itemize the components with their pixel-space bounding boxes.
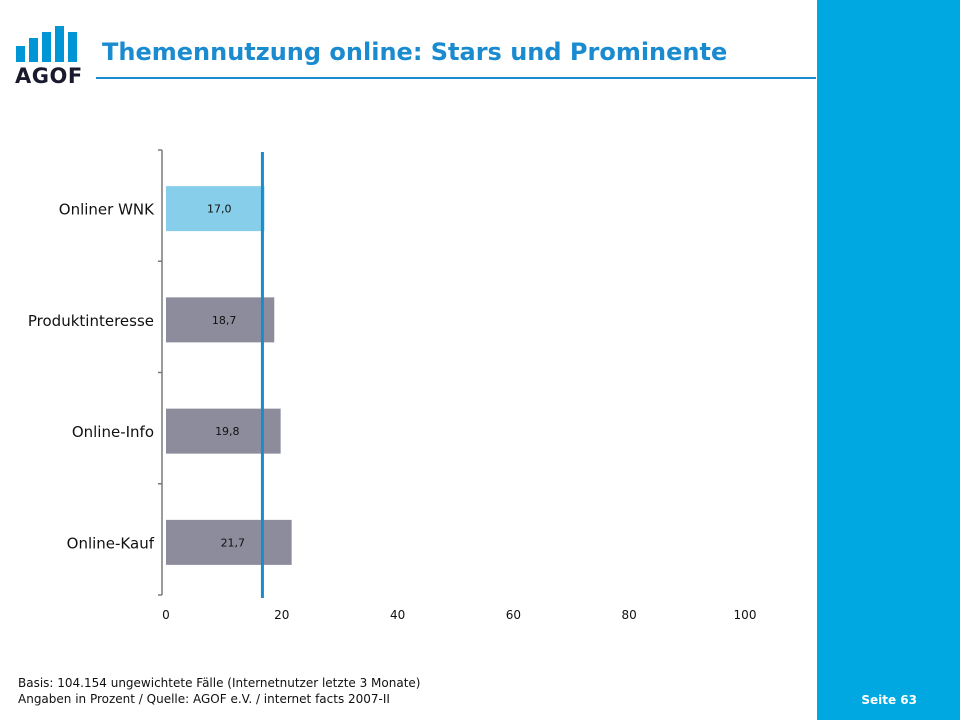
x-tick-label: 0 [162,608,170,622]
bar-2 [166,297,275,343]
bar-value-label: 17,0 [207,203,232,216]
footnote-source: Angaben in Prozent / Quelle: AGOF e.V. /… [18,692,390,706]
x-tick-label: 40 [390,608,405,622]
x-tick-label: 80 [622,608,637,622]
category-label: Online-Info [72,423,154,441]
bar-chart: 17,0 Onliner WNK 18,7 Produktinteresse 19,8 O… [28,149,757,622]
logo-bars-icon [16,24,78,62]
bar-4 [166,519,292,565]
title-divider [96,77,816,79]
category-label: Online-Kauf [67,534,155,552]
x-tick-label: 100 [734,608,757,622]
x-tick-label: 60 [506,608,521,622]
bar-value-label: 19,8 [215,425,240,438]
page-title: Themennutzung online: Stars und Prominen… [102,38,728,66]
category-label: Produktinteresse [28,312,154,330]
page-number: Seite 63 [861,693,917,707]
bar-1 [166,186,265,232]
category-label: Onliner WNK [59,201,155,219]
bar-value-label: 18,7 [212,314,237,327]
footnote-basis: Basis: 104.154 ungewichtete Fälle (Inter… [18,676,421,690]
side-panel: Seite 63 [817,0,960,720]
x-tick-label: 20 [274,608,289,622]
bar-value-label: 21,7 [221,536,246,549]
agof-logo: AGOF [14,24,83,88]
logo-text: AGOF [15,64,83,88]
